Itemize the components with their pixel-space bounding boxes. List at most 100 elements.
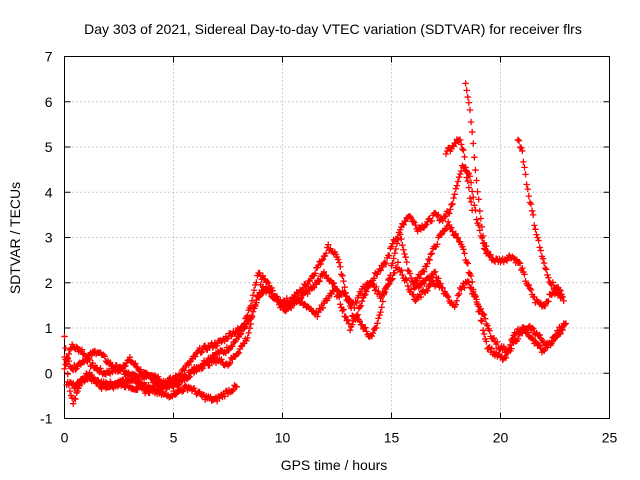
data-point-arc-d [319,304,327,312]
data-point-arc-h [477,305,485,313]
data-point-arc-h [454,292,462,299]
data-point-arc-g [556,286,563,294]
data-point-arc-b [320,268,328,276]
data-point-arc-a [503,257,511,264]
data-point-arc-a [516,260,524,267]
y-tick-label: 5 [45,139,53,155]
data-point-arc-b [382,260,390,268]
data-point-arc-d [248,314,256,321]
data-point-arc-b [353,312,360,319]
data-point-arc-e [462,80,469,87]
data-point-arc-h [532,338,539,345]
data-point-arc-d [157,382,164,389]
x-tick-label: 10 [275,430,291,446]
data-point-arc-d [410,291,417,298]
data-point-arc-a [486,252,493,260]
data-point-arc-d [351,304,358,311]
data-point-arc-g [515,137,523,144]
data-point-arc-h [465,279,473,286]
data-point-arc-b [223,335,231,343]
data-point-arc-f [468,207,476,214]
data-point-arc-a [126,354,134,361]
data-point-arc-c [131,374,138,381]
data-point-arc-h [453,297,461,304]
data-point-arc-d [245,329,252,337]
x-tick-label: 20 [493,430,509,446]
data-point-arc-b [525,323,533,331]
data-point-arc-a [525,281,533,289]
data-point-arc-g [539,255,547,262]
data-point-arc-b [354,311,361,318]
data-point-arc-h [421,280,428,288]
data-point-arc-b [309,283,317,291]
data-point-arc-g [514,136,522,144]
data-point-arc-a [467,179,475,186]
data-point-arc-b [461,250,468,257]
data-point-arc-h [524,329,531,336]
data-point-arc-b [346,326,354,334]
data-point-arc-d [70,400,77,407]
data-point-arc-f [450,143,457,150]
data-point-arc-a [390,255,397,262]
data-point-arc-d [226,359,234,366]
data-point-arc-h [444,293,452,301]
data-point-arc-b [467,272,475,280]
data-point-arc-d [159,385,166,392]
data-point-arc-d [345,295,353,303]
data-point-arc-d [63,357,70,365]
data-point-arc-h [548,339,555,347]
data-point-arc-d [394,259,402,266]
data-point-arc-a [400,221,407,229]
data-point-arc-b [315,277,322,284]
data-point-arc-d [243,337,250,344]
data-point-arc-d [218,356,225,363]
data-point-arc-h [439,284,446,292]
data-point-arc-b [448,224,455,231]
data-point-arc-b [465,269,473,276]
data-point-arc-b [460,246,467,253]
data-point-arc-a [471,202,478,209]
data-point-arc-g [533,231,540,238]
data-point-arc-a [338,271,345,278]
data-point-arc-g [521,164,528,171]
data-point-arc-b [224,334,232,342]
data-point-arc-h [470,288,477,296]
data-point-arc-b [209,344,216,351]
data-point-arc-h [508,336,515,344]
data-point-arc-h [490,334,498,342]
data-point-arc-d [375,288,382,295]
data-point-arc-b [113,362,121,369]
y-tick-label: 0 [45,365,53,381]
data-point-arc-d [144,386,151,393]
data-point-arc-f [460,147,467,154]
data-point-arc-d [391,269,398,277]
data-point-arc-h [431,268,439,275]
data-point-arc-g [530,211,537,219]
data-point-arc-b [344,316,352,324]
y-tick-label: 4 [45,184,53,200]
data-point-arc-d [225,360,233,368]
data-point-arc-d [362,284,369,292]
data-point-arc-a [334,256,342,263]
data-point-arc-b [377,267,384,274]
data-point-arc-b [356,303,364,311]
data-point-arc-b [304,290,311,297]
data-point-arc-a [362,324,369,331]
data-point-arc-a [317,260,324,268]
y-tick-label: 7 [45,49,53,65]
data-point-arc-a [253,279,260,286]
data-point-arc-b [88,352,95,359]
data-point-arc-a [414,227,421,235]
data-point-arc-a [527,286,535,294]
data-point-arc-a [442,212,450,220]
data-point-arc-g [537,247,545,254]
data-point-arc-g [522,171,529,178]
data-point-arc-b [83,357,90,364]
data-point-arc-e [465,99,473,106]
data-point-arc-h [430,269,438,276]
data-point-arc-a [454,178,462,185]
data-point-arc-d [352,298,359,306]
data-point-arc-b [449,228,456,235]
y-tick-label: 1 [45,320,53,336]
data-point-arc-h [559,326,566,334]
